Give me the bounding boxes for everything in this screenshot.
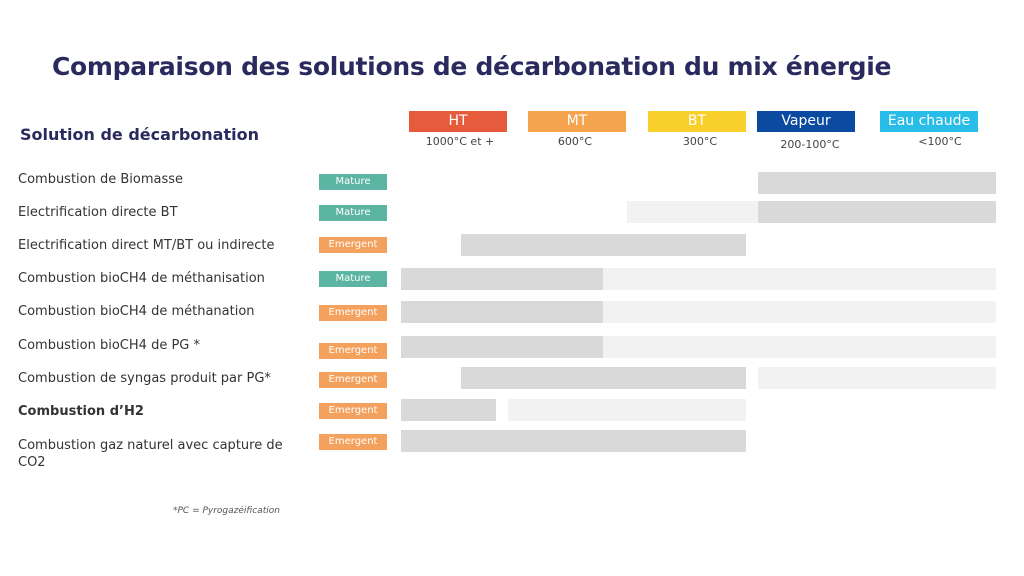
range-bar [460,234,747,256]
range-bar [758,172,996,194]
band-header-bt: BT [648,111,746,132]
range-bar [401,430,747,452]
row-label: Combustion bioCH4 de PG * [18,338,200,353]
range-bar [758,201,996,223]
band-range-eau-chaude: <100°C [918,135,962,148]
row-label: Electrification direct MT/BT ou indirect… [18,238,275,253]
row-label: Electrification directe BT [18,205,178,220]
band-range-vapeur: 200-100°C [780,138,840,151]
row-label: Combustion gaz naturel avec capture de C… [18,438,283,470]
band-header-mt: MT [528,111,626,132]
status-badge: Emergent [319,434,387,450]
status-badge: Mature [319,174,387,190]
footnote: *PC = Pyrogazéification [173,506,280,516]
range-bar [401,336,604,358]
row-label: Combustion bioCH4 de méthanation [18,304,255,319]
band-header-eau-chaude: Eau chaude [880,111,978,132]
row-label: Combustion bioCH4 de méthanisation [18,271,265,286]
status-badge: Emergent [319,403,387,419]
status-badge: Emergent [319,343,387,359]
range-bar [401,399,497,421]
status-badge: Mature [319,271,387,287]
section-label: Solution de décarbonation [20,125,259,144]
range-bar [627,201,758,223]
band-range-mt: 600°C [557,135,593,148]
band-header-vapeur: Vapeur [757,111,855,132]
status-badge: Mature [319,205,387,221]
range-bar [401,301,604,323]
band-range-bt: 300°C [682,135,718,148]
status-badge: Emergent [319,372,387,388]
row-label: Combustion de Biomasse [18,172,184,187]
row-label: Combustion d’H2 [18,404,144,419]
range-bar [603,268,996,290]
page-title: Comparaison des solutions de décarbonati… [52,52,892,81]
range-bar [508,399,747,421]
range-bar [603,301,996,323]
band-range-ht: 1000°C et + [425,135,495,148]
band-header-ht: HT [409,111,507,132]
status-badge: Emergent [319,237,387,253]
range-bar [603,336,996,358]
range-bar [758,367,996,389]
row-label: Combustion de syngas produit par PG* [18,371,271,386]
range-bar [401,268,604,290]
range-bar [460,367,747,389]
status-badge: Emergent [319,305,387,321]
